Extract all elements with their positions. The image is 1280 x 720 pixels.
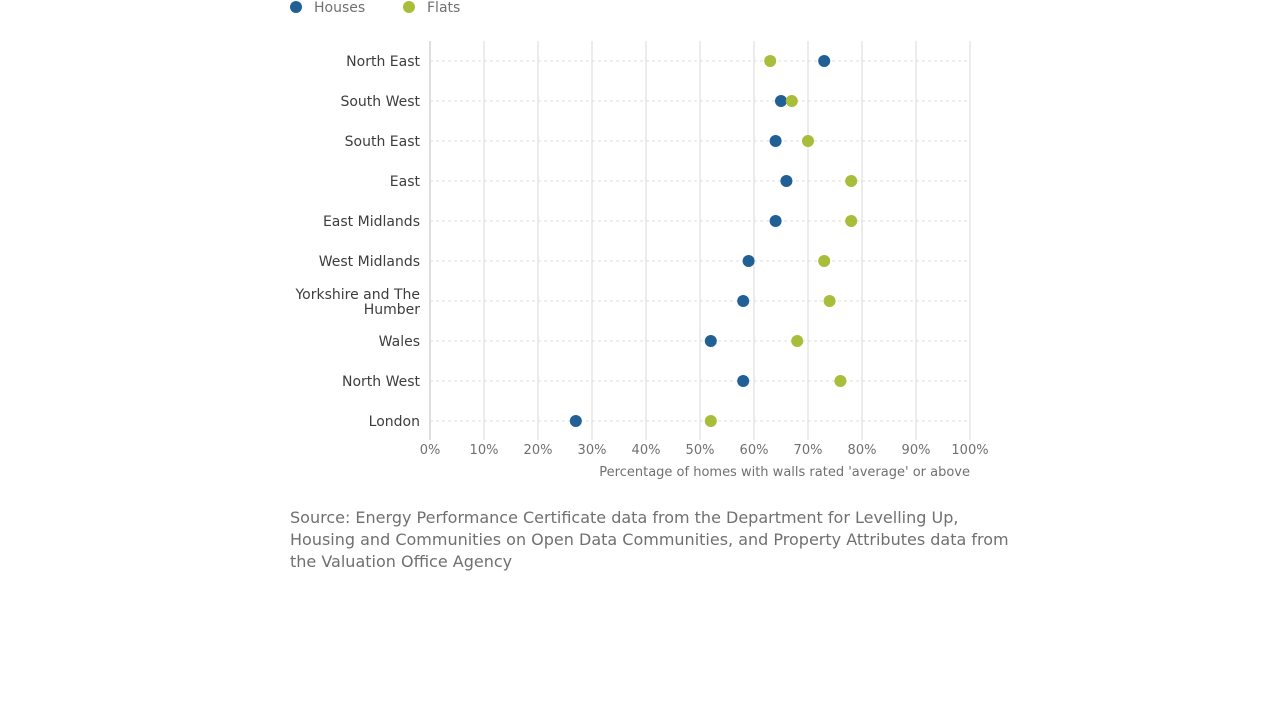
dot-flats-yorkshire-and-the-humber bbox=[823, 295, 836, 307]
category-label: East bbox=[390, 174, 421, 190]
dot-flats-west-midlands bbox=[818, 255, 831, 267]
category-label: North East bbox=[346, 54, 420, 70]
dot-flats-wales bbox=[791, 335, 804, 347]
dot-flats-east bbox=[845, 175, 858, 187]
dot-flats-east-midlands bbox=[845, 215, 858, 227]
grid-lines bbox=[429, 41, 971, 440]
category-label: Yorkshire and The Humber bbox=[294, 287, 420, 318]
category-label: Wales bbox=[379, 334, 420, 350]
legend-marker-houses bbox=[290, 1, 302, 13]
dot-flats-north-west bbox=[834, 375, 847, 387]
legend-label-houses: Houses bbox=[314, 0, 365, 16]
x-tick-label: 10% bbox=[470, 443, 499, 458]
dot-flats-south-west bbox=[785, 95, 798, 107]
x-tick-label: 70% bbox=[794, 443, 823, 458]
category-label: South West bbox=[340, 94, 420, 110]
category-label: East Midlands bbox=[323, 214, 420, 230]
category-rows: North East South West South East East East M… bbox=[294, 54, 970, 430]
dot-houses-london bbox=[569, 415, 582, 427]
dot-houses-south-east bbox=[769, 135, 782, 147]
x-tick-label: 30% bbox=[578, 443, 607, 458]
dot-houses-north-east bbox=[818, 55, 831, 67]
x-tick-label: 60% bbox=[740, 443, 769, 458]
category-label: London bbox=[369, 414, 420, 430]
x-tick-label: 90% bbox=[902, 443, 931, 458]
category-label: North West bbox=[342, 374, 421, 390]
source-note: Source: Energy Performance Certificate d… bbox=[290, 508, 1009, 571]
x-axis-title: Percentage of homes with walls rated 'av… bbox=[599, 465, 970, 480]
dot-flats-south-east bbox=[802, 135, 814, 147]
dot-houses-west-midlands bbox=[742, 255, 755, 267]
x-tick-label: 0% bbox=[420, 443, 441, 458]
legend: Houses Flats bbox=[290, 0, 460, 16]
dot-houses-east bbox=[780, 175, 793, 187]
x-tick-label: 20% bbox=[524, 443, 553, 458]
dot-plot-chart: Houses Flats North East South West South Ea… bbox=[290, 0, 989, 480]
dot-houses-wales bbox=[704, 335, 717, 347]
dot-flats-london bbox=[704, 415, 717, 427]
dot-houses-north-west bbox=[737, 375, 750, 387]
x-tick-label: 100% bbox=[951, 443, 988, 458]
dot-houses-east-midlands bbox=[769, 215, 782, 227]
dot-houses-south-west bbox=[775, 95, 787, 107]
x-tick-label: 40% bbox=[632, 443, 661, 458]
x-tick-label: 50% bbox=[686, 443, 715, 458]
legend-marker-flats bbox=[403, 1, 415, 13]
category-label: West Midlands bbox=[319, 254, 420, 270]
dot-houses-yorkshire-and-the-humber bbox=[737, 295, 750, 307]
x-tick-label: 80% bbox=[848, 443, 877, 458]
legend-label-flats: Flats bbox=[427, 0, 460, 16]
category-label: South East bbox=[345, 134, 421, 150]
dot-flats-north-east bbox=[764, 55, 777, 67]
x-axis-ticks: 0% 10% 20% 30% 40% 50% 60% 70% 80% 90% 100% bbox=[420, 443, 989, 458]
